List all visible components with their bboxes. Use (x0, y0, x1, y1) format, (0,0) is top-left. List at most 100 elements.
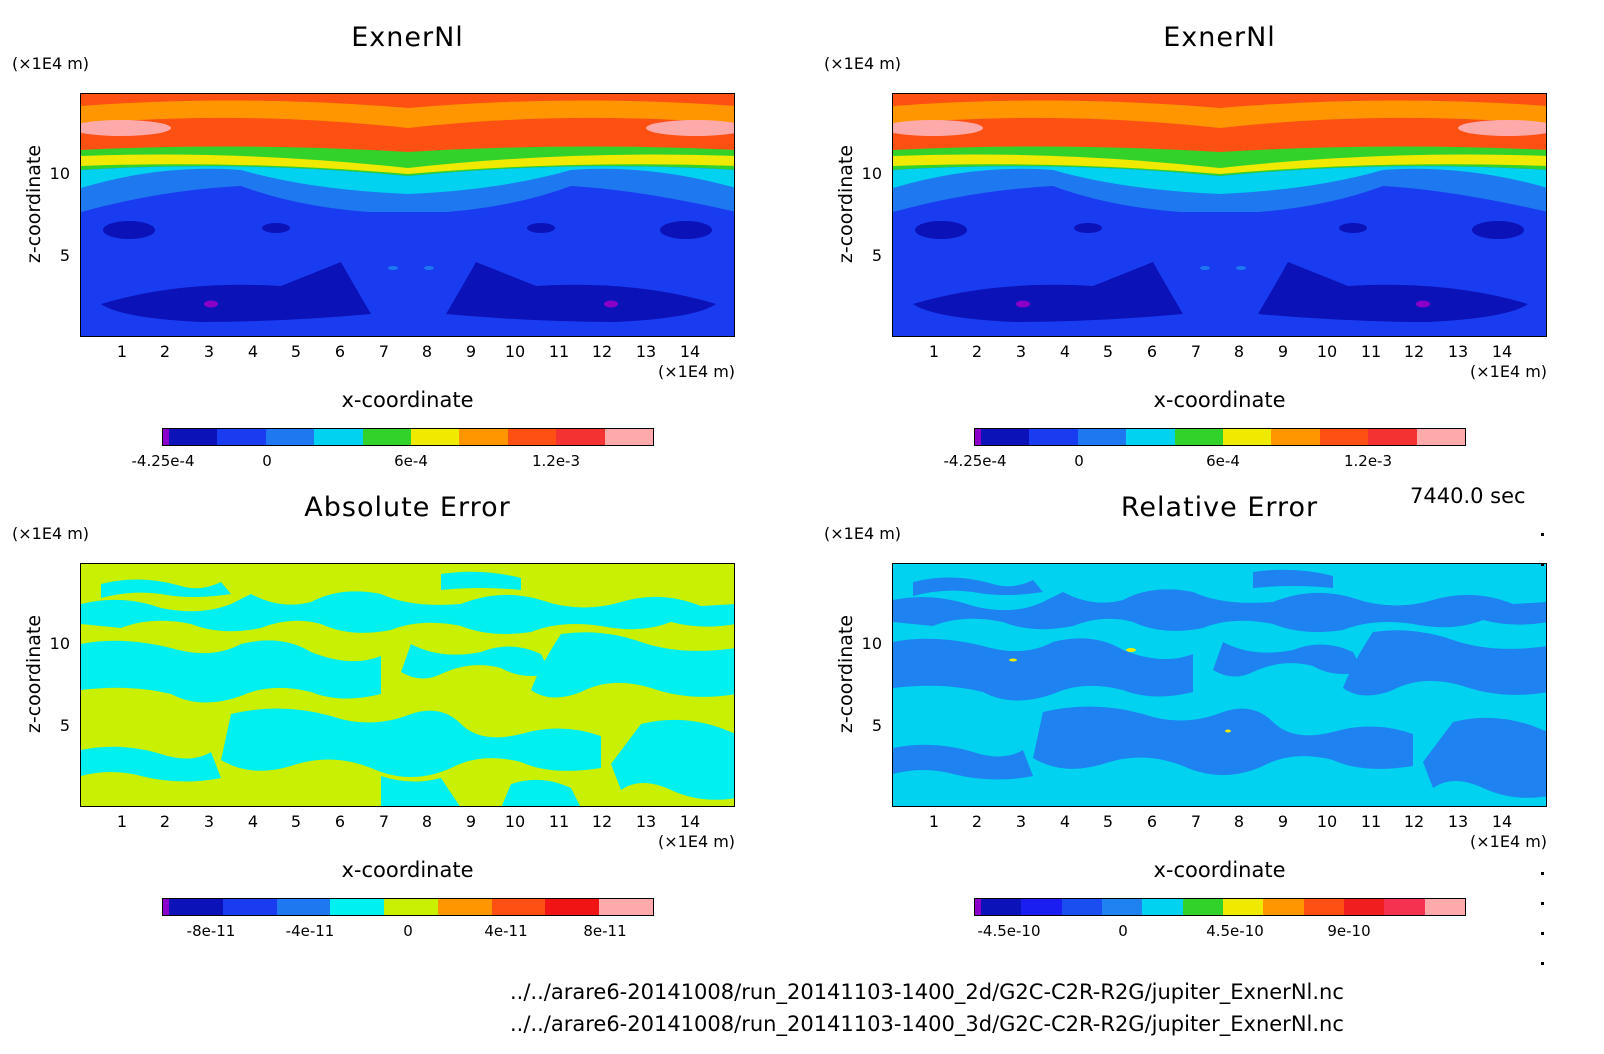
x-axis-label: x-coordinate (1153, 388, 1286, 412)
colorbar-segment (1126, 429, 1175, 445)
panel-absolute-error: Absolute Error (×1E4 m) z-coordinate 1 2… (0, 470, 760, 940)
colorbar-label: -4e-11 (285, 922, 335, 940)
y-tick: 10 (861, 634, 882, 653)
x-tick: 2 (159, 812, 171, 831)
x-tick: 1 (928, 342, 940, 361)
colorbar-segment (222, 899, 277, 915)
colorbar (974, 898, 1466, 916)
contour-plot (80, 563, 735, 807)
y-tick: 5 (871, 716, 882, 735)
colorbar-label: 4e-11 (484, 922, 528, 940)
x-tick: 6 (1146, 812, 1158, 831)
contour-field (81, 94, 734, 336)
x-tick: 6 (1146, 342, 1158, 361)
dot-marker (1541, 932, 1544, 935)
x-tick: 13 (635, 342, 657, 361)
dot-marker (1541, 962, 1544, 965)
colorbar-label: 1.2e-3 (1343, 452, 1393, 470)
x-axis-label: x-coordinate (1153, 858, 1286, 882)
x-tick: 11 (548, 812, 570, 831)
colorbar-label: 0 (262, 452, 272, 470)
dot-marker (1541, 872, 1544, 875)
x-tick: 3 (1015, 812, 1027, 831)
x-tick: 4 (1059, 812, 1071, 831)
z-unit-label: (×1E4 m) (12, 54, 90, 73)
colorbar-segment (1182, 899, 1223, 915)
x-tick: 7 (1190, 342, 1202, 361)
x-tick: 2 (159, 342, 171, 361)
x-unit-label: (×1E4 m) (658, 832, 736, 851)
x-tick: 7 (1190, 812, 1202, 831)
dot-marker (1541, 533, 1544, 536)
colorbar-segment (1263, 899, 1304, 915)
x-unit-label: (×1E4 m) (658, 362, 736, 381)
contour-plot (892, 93, 1547, 337)
x-tick: 6 (334, 342, 346, 361)
colorbar-segment (265, 429, 315, 445)
x-tick: 6 (334, 812, 346, 831)
y-tick: 5 (59, 246, 70, 265)
colorbar-segment (362, 429, 412, 445)
colorbar (974, 428, 1466, 446)
colorbar-segment (1319, 429, 1369, 445)
z-unit-label: (×1E4 m) (824, 524, 902, 543)
colorbar-segment (163, 899, 169, 915)
x-tick: 3 (203, 342, 215, 361)
panel-title: Absolute Error (304, 492, 511, 523)
x-tick: 7 (378, 342, 390, 361)
colorbar-label: 6e-4 (1206, 452, 1240, 470)
x-unit-label: (×1E4 m) (1470, 832, 1548, 851)
colorbar-segment (384, 899, 438, 915)
colorbar-segment (1223, 429, 1272, 445)
panel-relative-error: Relative Error (×1E4 m) z-coordinate 1 2… (812, 470, 1572, 940)
x-tick: 5 (1102, 812, 1114, 831)
colorbar-segment (1368, 429, 1417, 445)
x-tick: 12 (591, 342, 613, 361)
y-tick: 10 (861, 164, 882, 183)
x-tick: 8 (421, 812, 433, 831)
x-tick: 14 (679, 812, 701, 831)
contour-plot (892, 563, 1547, 807)
contour-plot (80, 93, 735, 337)
x-tick: 4 (1059, 342, 1071, 361)
x-tick: 5 (290, 812, 302, 831)
colorbar-segment (507, 429, 557, 445)
colorbar-segment (1222, 899, 1264, 915)
x-tick: 9 (465, 342, 477, 361)
colorbar-segment (1101, 899, 1143, 915)
x-tick: 14 (1491, 342, 1513, 361)
x-tick: 12 (591, 812, 613, 831)
x-tick: 3 (203, 812, 215, 831)
x-unit-label: (×1E4 m) (1470, 362, 1548, 381)
x-tick: 8 (1233, 812, 1245, 831)
colorbar (162, 428, 654, 446)
x-tick: 1 (116, 812, 128, 831)
colorbar-segment (491, 899, 546, 915)
colorbar-segment (599, 899, 654, 915)
x-tick: 10 (504, 812, 526, 831)
x-tick: 7 (378, 812, 390, 831)
x-tick: 11 (1360, 342, 1382, 361)
time-label: 7440.0 sec (1410, 484, 1526, 508)
colorbar-segment (1384, 899, 1425, 915)
colorbar-label: 0 (403, 922, 413, 940)
x-tick: 12 (1403, 812, 1425, 831)
x-tick: 5 (1102, 342, 1114, 361)
dot-marker (1541, 563, 1544, 566)
colorbar-label: -8e-11 (186, 922, 236, 940)
panel-title: ExnerNl (351, 22, 464, 53)
colorbar-label: 8e-11 (583, 922, 627, 940)
colorbar-segment (1416, 429, 1466, 445)
contour-field (893, 94, 1546, 336)
colorbar-segment (545, 899, 600, 915)
x-tick: 5 (290, 342, 302, 361)
x-axis-label: x-coordinate (341, 388, 474, 412)
colorbar-segment (604, 429, 654, 445)
colorbar-label: 1.2e-3 (531, 452, 581, 470)
colorbar-segment (1142, 899, 1183, 915)
colorbar-segment (975, 429, 981, 445)
colorbar-segment (1343, 899, 1385, 915)
colorbar-label: 4.5e-10 (1206, 922, 1264, 940)
colorbar-segment (169, 899, 223, 915)
colorbar-segment (437, 899, 492, 915)
